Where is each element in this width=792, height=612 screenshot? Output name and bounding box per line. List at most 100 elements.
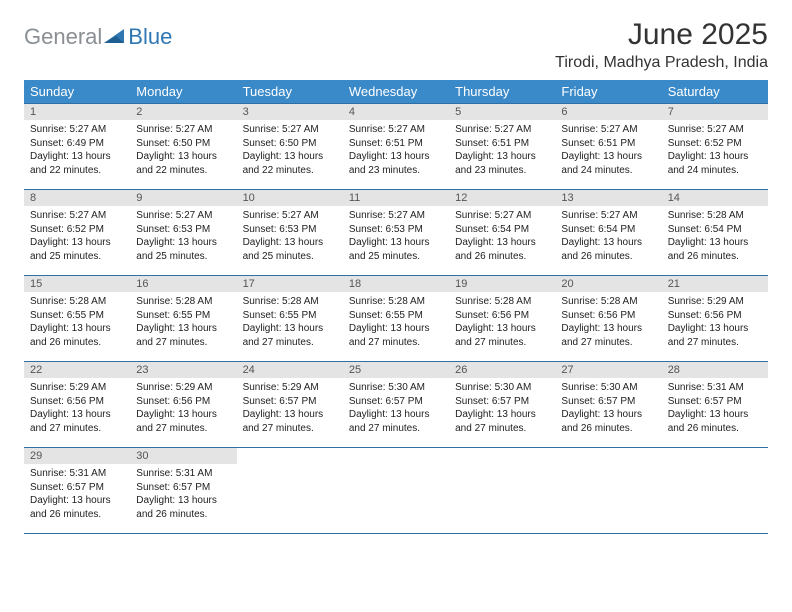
sunset-line: Sunset: 6:53 PM	[136, 223, 230, 237]
brand-triangle-icon	[104, 26, 126, 49]
daylight-line: Daylight: 13 hours and 26 minutes.	[668, 236, 762, 263]
sunset-line: Sunset: 6:53 PM	[243, 223, 337, 237]
day-details: Sunrise: 5:28 AMSunset: 6:54 PMDaylight:…	[662, 206, 768, 267]
day-cell: 11Sunrise: 5:27 AMSunset: 6:53 PMDayligh…	[343, 190, 449, 276]
sunset-line: Sunset: 6:50 PM	[136, 137, 230, 151]
day-number: 16	[130, 276, 236, 292]
day-cell	[449, 448, 555, 534]
day-cell: 8Sunrise: 5:27 AMSunset: 6:52 PMDaylight…	[24, 190, 130, 276]
sunset-line: Sunset: 6:54 PM	[561, 223, 655, 237]
week-row: 15Sunrise: 5:28 AMSunset: 6:55 PMDayligh…	[24, 276, 768, 362]
day-number: 4	[343, 104, 449, 120]
sunrise-line: Sunrise: 5:27 AM	[136, 209, 230, 223]
day-number: 11	[343, 190, 449, 206]
day-details: Sunrise: 5:27 AMSunset: 6:50 PMDaylight:…	[237, 120, 343, 181]
day-number: 25	[343, 362, 449, 378]
sunrise-line: Sunrise: 5:31 AM	[30, 467, 124, 481]
day-cell: 28Sunrise: 5:31 AMSunset: 6:57 PMDayligh…	[662, 362, 768, 448]
day-number: 26	[449, 362, 555, 378]
day-cell: 20Sunrise: 5:28 AMSunset: 6:56 PMDayligh…	[555, 276, 661, 362]
sunrise-line: Sunrise: 5:28 AM	[30, 295, 124, 309]
day-cell	[662, 448, 768, 534]
day-cell: 27Sunrise: 5:30 AMSunset: 6:57 PMDayligh…	[555, 362, 661, 448]
sunrise-line: Sunrise: 5:30 AM	[455, 381, 549, 395]
day-number: 3	[237, 104, 343, 120]
daylight-line: Daylight: 13 hours and 25 minutes.	[136, 236, 230, 263]
sunrise-line: Sunrise: 5:28 AM	[668, 209, 762, 223]
sunset-line: Sunset: 6:56 PM	[136, 395, 230, 409]
day-header: Saturday	[662, 80, 768, 104]
daylight-line: Daylight: 13 hours and 24 minutes.	[668, 150, 762, 177]
day-details: Sunrise: 5:30 AMSunset: 6:57 PMDaylight:…	[449, 378, 555, 439]
day-number: 10	[237, 190, 343, 206]
sunset-line: Sunset: 6:55 PM	[30, 309, 124, 323]
day-details: Sunrise: 5:28 AMSunset: 6:55 PMDaylight:…	[130, 292, 236, 353]
daylight-line: Daylight: 13 hours and 27 minutes.	[30, 408, 124, 435]
day-cell: 9 Sunrise: 5:27 AMSunset: 6:53 PMDaylight…	[130, 190, 236, 276]
sunrise-line: Sunrise: 5:28 AM	[136, 295, 230, 309]
sunrise-line: Sunrise: 5:28 AM	[349, 295, 443, 309]
title-block: June 2025 Tirodi, Madhya Pradesh, India	[555, 18, 768, 72]
daylight-line: Daylight: 13 hours and 26 minutes.	[668, 408, 762, 435]
day-header: Sunday	[24, 80, 130, 104]
day-number: 5	[449, 104, 555, 120]
daylight-line: Daylight: 13 hours and 27 minutes.	[349, 322, 443, 349]
day-number: 14	[662, 190, 768, 206]
sunset-line: Sunset: 6:51 PM	[561, 137, 655, 151]
day-cell	[237, 448, 343, 534]
sunrise-line: Sunrise: 5:30 AM	[561, 381, 655, 395]
sunset-line: Sunset: 6:51 PM	[349, 137, 443, 151]
sunset-line: Sunset: 6:56 PM	[561, 309, 655, 323]
day-number: 28	[662, 362, 768, 378]
day-header: Friday	[555, 80, 661, 104]
daylight-line: Daylight: 13 hours and 27 minutes.	[243, 322, 337, 349]
location-subtitle: Tirodi, Madhya Pradesh, India	[555, 54, 768, 72]
sunset-line: Sunset: 6:57 PM	[349, 395, 443, 409]
week-row: 1Sunrise: 5:27 AMSunset: 6:49 PMDaylight…	[24, 104, 768, 190]
sunrise-line: Sunrise: 5:29 AM	[243, 381, 337, 395]
day-cell: 29Sunrise: 5:31 AMSunset: 6:57 PMDayligh…	[24, 448, 130, 534]
sunset-line: Sunset: 6:56 PM	[455, 309, 549, 323]
day-details: Sunrise: 5:29 AMSunset: 6:56 PMDaylight:…	[24, 378, 130, 439]
daylight-line: Daylight: 13 hours and 23 minutes.	[455, 150, 549, 177]
day-number: 20	[555, 276, 661, 292]
sunset-line: Sunset: 6:50 PM	[243, 137, 337, 151]
day-details: Sunrise: 5:27 AMSunset: 6:51 PMDaylight:…	[555, 120, 661, 181]
day-number: 15	[24, 276, 130, 292]
day-header-row: Sunday Monday Tuesday Wednesday Thursday…	[24, 80, 768, 104]
day-number: 30	[130, 448, 236, 464]
sunrise-line: Sunrise: 5:27 AM	[561, 209, 655, 223]
sunrise-line: Sunrise: 5:29 AM	[136, 381, 230, 395]
day-details: Sunrise: 5:27 AMSunset: 6:52 PMDaylight:…	[662, 120, 768, 181]
day-number: 21	[662, 276, 768, 292]
day-cell: 13Sunrise: 5:27 AMSunset: 6:54 PMDayligh…	[555, 190, 661, 276]
day-cell	[555, 448, 661, 534]
day-cell: 19Sunrise: 5:28 AMSunset: 6:56 PMDayligh…	[449, 276, 555, 362]
daylight-line: Daylight: 13 hours and 27 minutes.	[349, 408, 443, 435]
day-header: Monday	[130, 80, 236, 104]
week-row: 22Sunrise: 5:29 AMSunset: 6:56 PMDayligh…	[24, 362, 768, 448]
day-cell: 24Sunrise: 5:29 AMSunset: 6:57 PMDayligh…	[237, 362, 343, 448]
day-number: 1	[24, 104, 130, 120]
day-details: Sunrise: 5:30 AMSunset: 6:57 PMDaylight:…	[343, 378, 449, 439]
daylight-line: Daylight: 13 hours and 25 minutes.	[30, 236, 124, 263]
sunset-line: Sunset: 6:55 PM	[136, 309, 230, 323]
day-cell: 30Sunrise: 5:31 AMSunset: 6:57 PMDayligh…	[130, 448, 236, 534]
day-details: Sunrise: 5:27 AMSunset: 6:53 PMDaylight:…	[343, 206, 449, 267]
sunrise-line: Sunrise: 5:27 AM	[30, 123, 124, 137]
day-number: 24	[237, 362, 343, 378]
day-details: Sunrise: 5:29 AMSunset: 6:57 PMDaylight:…	[237, 378, 343, 439]
day-cell: 21Sunrise: 5:29 AMSunset: 6:56 PMDayligh…	[662, 276, 768, 362]
day-cell: 5Sunrise: 5:27 AMSunset: 6:51 PMDaylight…	[449, 104, 555, 190]
sunrise-line: Sunrise: 5:29 AM	[30, 381, 124, 395]
day-number: 9	[130, 190, 236, 206]
daylight-line: Daylight: 13 hours and 27 minutes.	[455, 322, 549, 349]
sunrise-line: Sunrise: 5:28 AM	[243, 295, 337, 309]
day-cell: 23Sunrise: 5:29 AMSunset: 6:56 PMDayligh…	[130, 362, 236, 448]
brand-logo: General Blue	[24, 18, 172, 50]
brand-part1: General	[24, 24, 102, 50]
day-cell: 26Sunrise: 5:30 AMSunset: 6:57 PMDayligh…	[449, 362, 555, 448]
daylight-line: Daylight: 13 hours and 27 minutes.	[668, 322, 762, 349]
sunset-line: Sunset: 6:53 PM	[349, 223, 443, 237]
day-cell: 12Sunrise: 5:27 AMSunset: 6:54 PMDayligh…	[449, 190, 555, 276]
